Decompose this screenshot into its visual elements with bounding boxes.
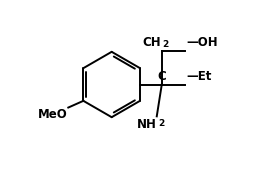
Text: 2: 2 <box>163 40 169 49</box>
Text: CH: CH <box>142 36 161 49</box>
Text: NH: NH <box>137 118 157 131</box>
Text: C: C <box>157 70 166 83</box>
Text: —Et: —Et <box>186 70 211 83</box>
Text: 2: 2 <box>158 118 164 128</box>
Text: —OH: —OH <box>186 36 218 49</box>
Text: MeO: MeO <box>38 108 68 121</box>
